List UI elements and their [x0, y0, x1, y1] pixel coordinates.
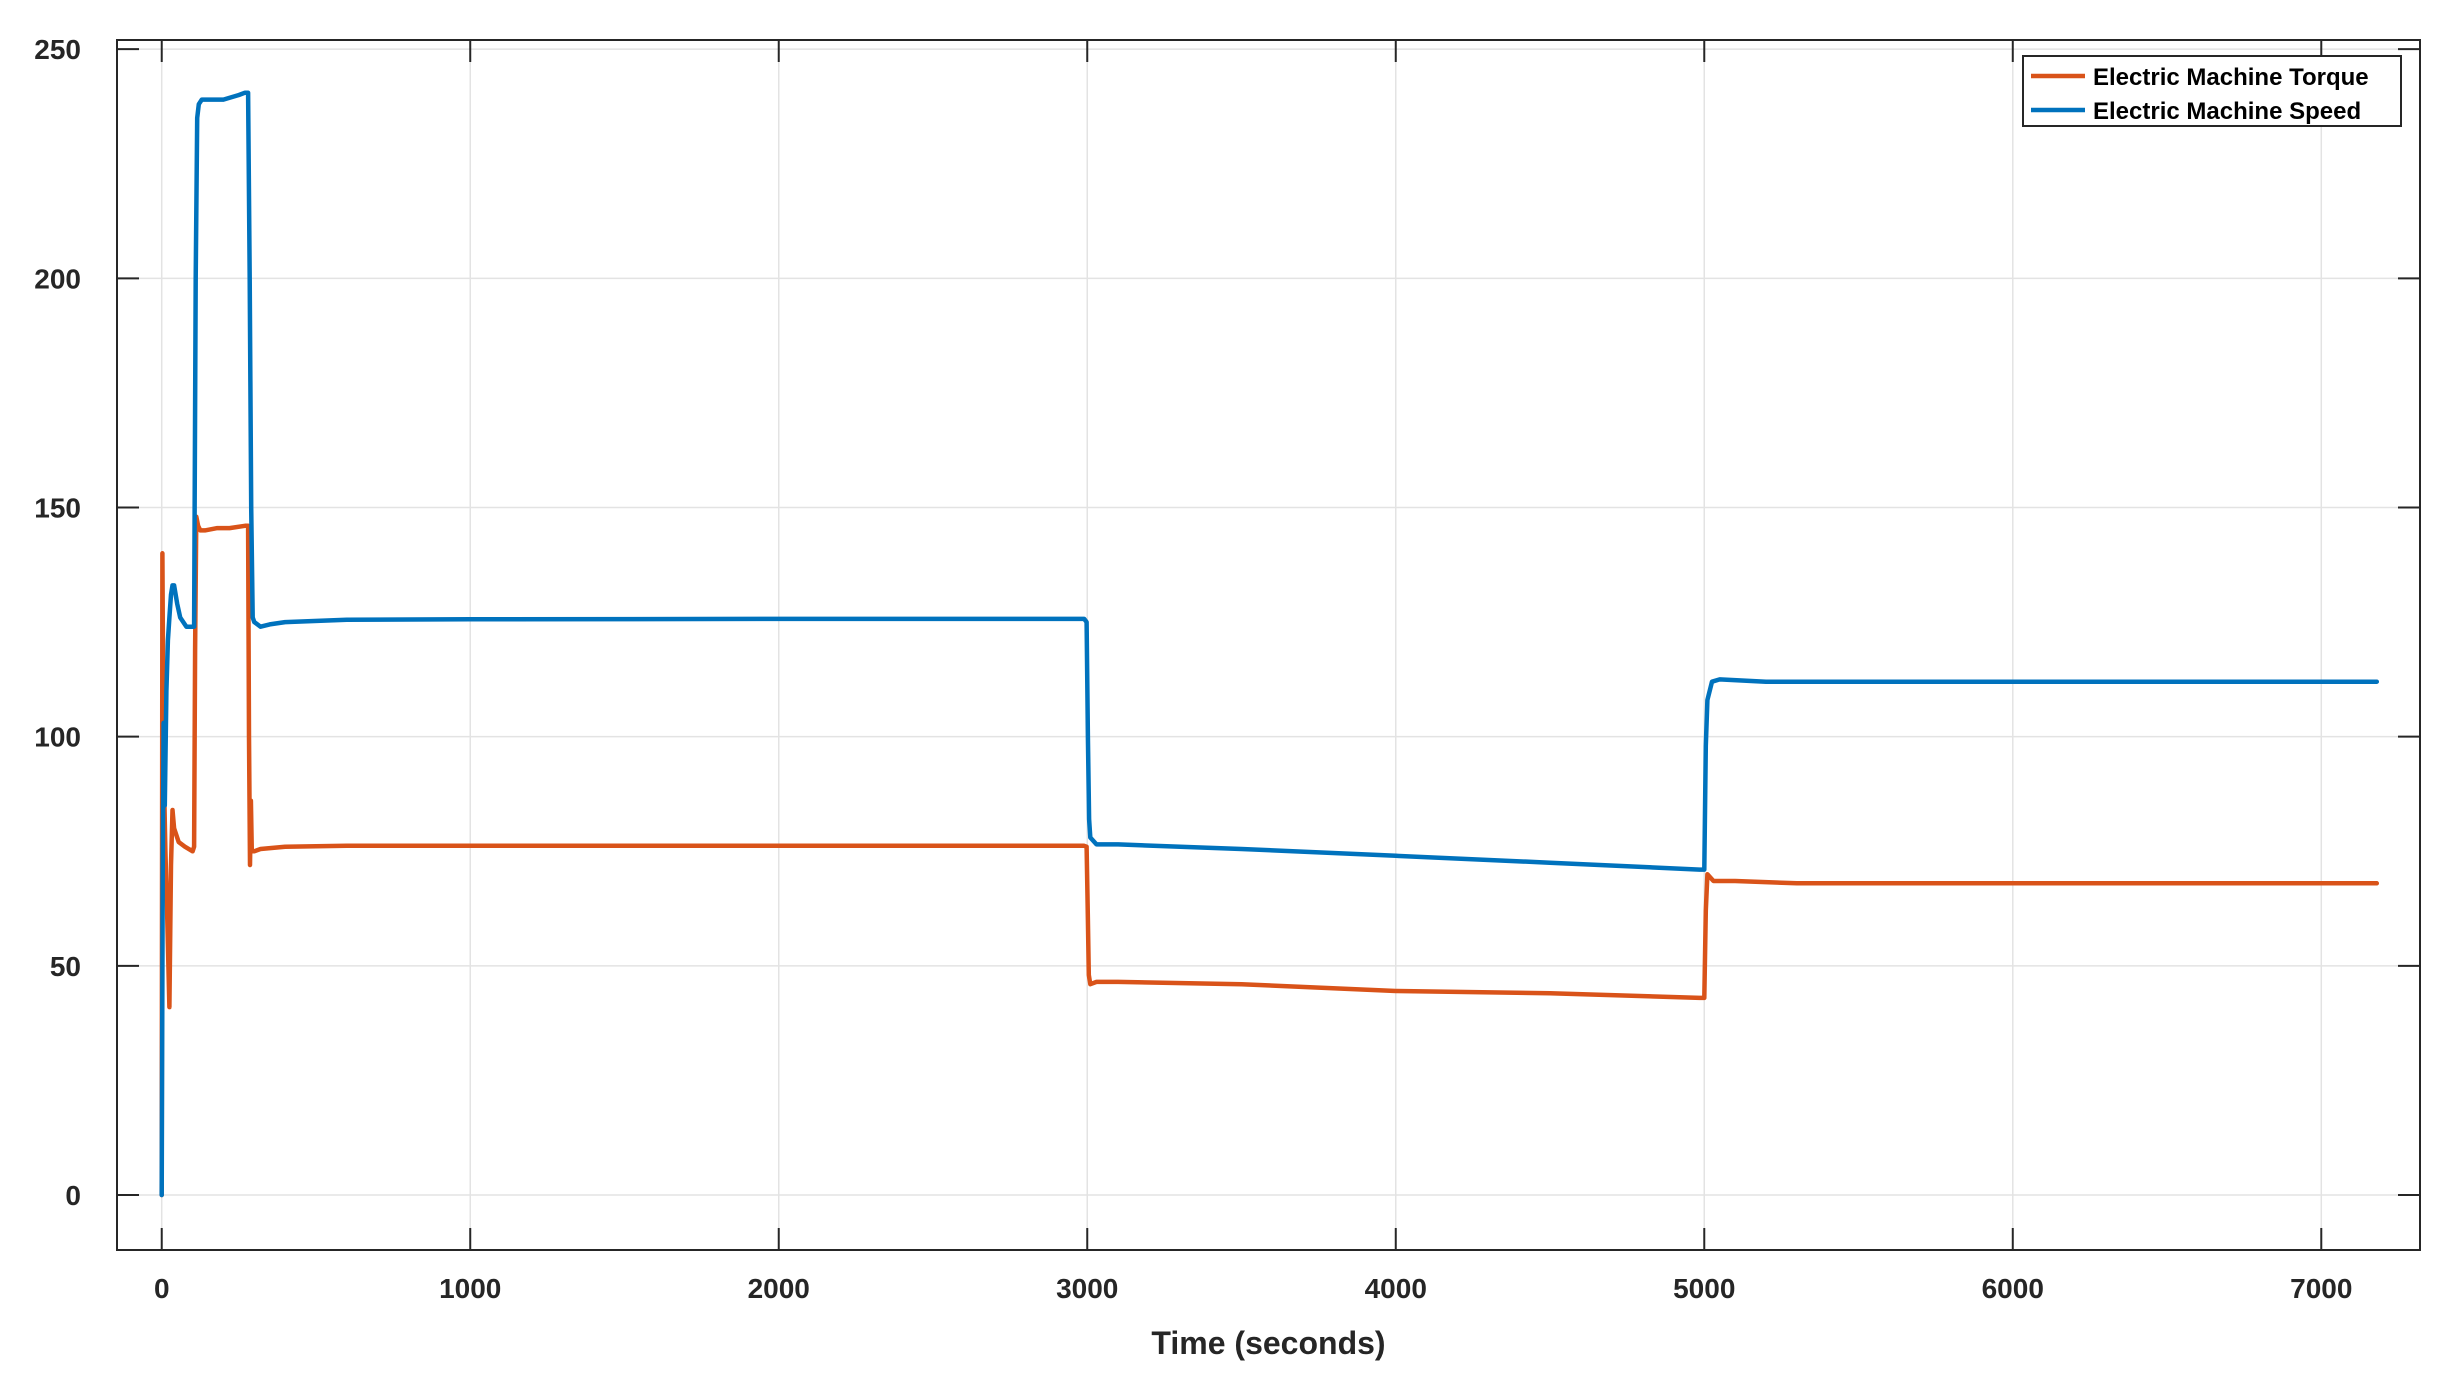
y-tick-label: 250 — [34, 34, 81, 65]
y-tick-label: 100 — [34, 722, 81, 753]
y-tick-labels: 0 50 100 150 200 250 — [34, 34, 81, 1211]
x-tick-label: 2000 — [748, 1273, 810, 1304]
series-line-electric-machine-torque — [159, 514, 2380, 1198]
legend: Electric Machine Torque Electric Machine … — [2022, 55, 2402, 127]
legend-label: Electric Machine Speed — [2093, 98, 2361, 125]
grid-lines — [117, 40, 2420, 1250]
x-tick-label: 6000 — [1982, 1273, 2044, 1304]
axis-ticks — [117, 40, 2420, 1250]
x-tick-label: 5000 — [1673, 1273, 1735, 1304]
y-tick-label: 0 — [65, 1180, 81, 1211]
x-tick-label: 0 — [154, 1273, 170, 1304]
x-tick-label: 7000 — [2290, 1273, 2352, 1304]
x-axis-title: Time (seconds) — [1151, 1325, 1385, 1361]
axes-box — [116, 39, 2421, 1251]
x-tick-label: 3000 — [1056, 1273, 1118, 1304]
legend-box — [2022, 55, 2402, 127]
y-tick-label: 200 — [34, 263, 81, 294]
x-tick-labels: 0 1000 2000 3000 4000 5000 6000 7000 — [154, 1273, 2352, 1304]
x-tick-label: 1000 — [439, 1273, 501, 1304]
series-line-electric-machine-speed — [159, 90, 2380, 1198]
series-lines — [159, 90, 2380, 1198]
y-tick-label: 50 — [50, 951, 81, 982]
legend-label: Electric Machine Torque — [2093, 64, 2369, 91]
y-tick-label: 150 — [34, 493, 81, 524]
x-tick-label: 4000 — [1365, 1273, 1427, 1304]
